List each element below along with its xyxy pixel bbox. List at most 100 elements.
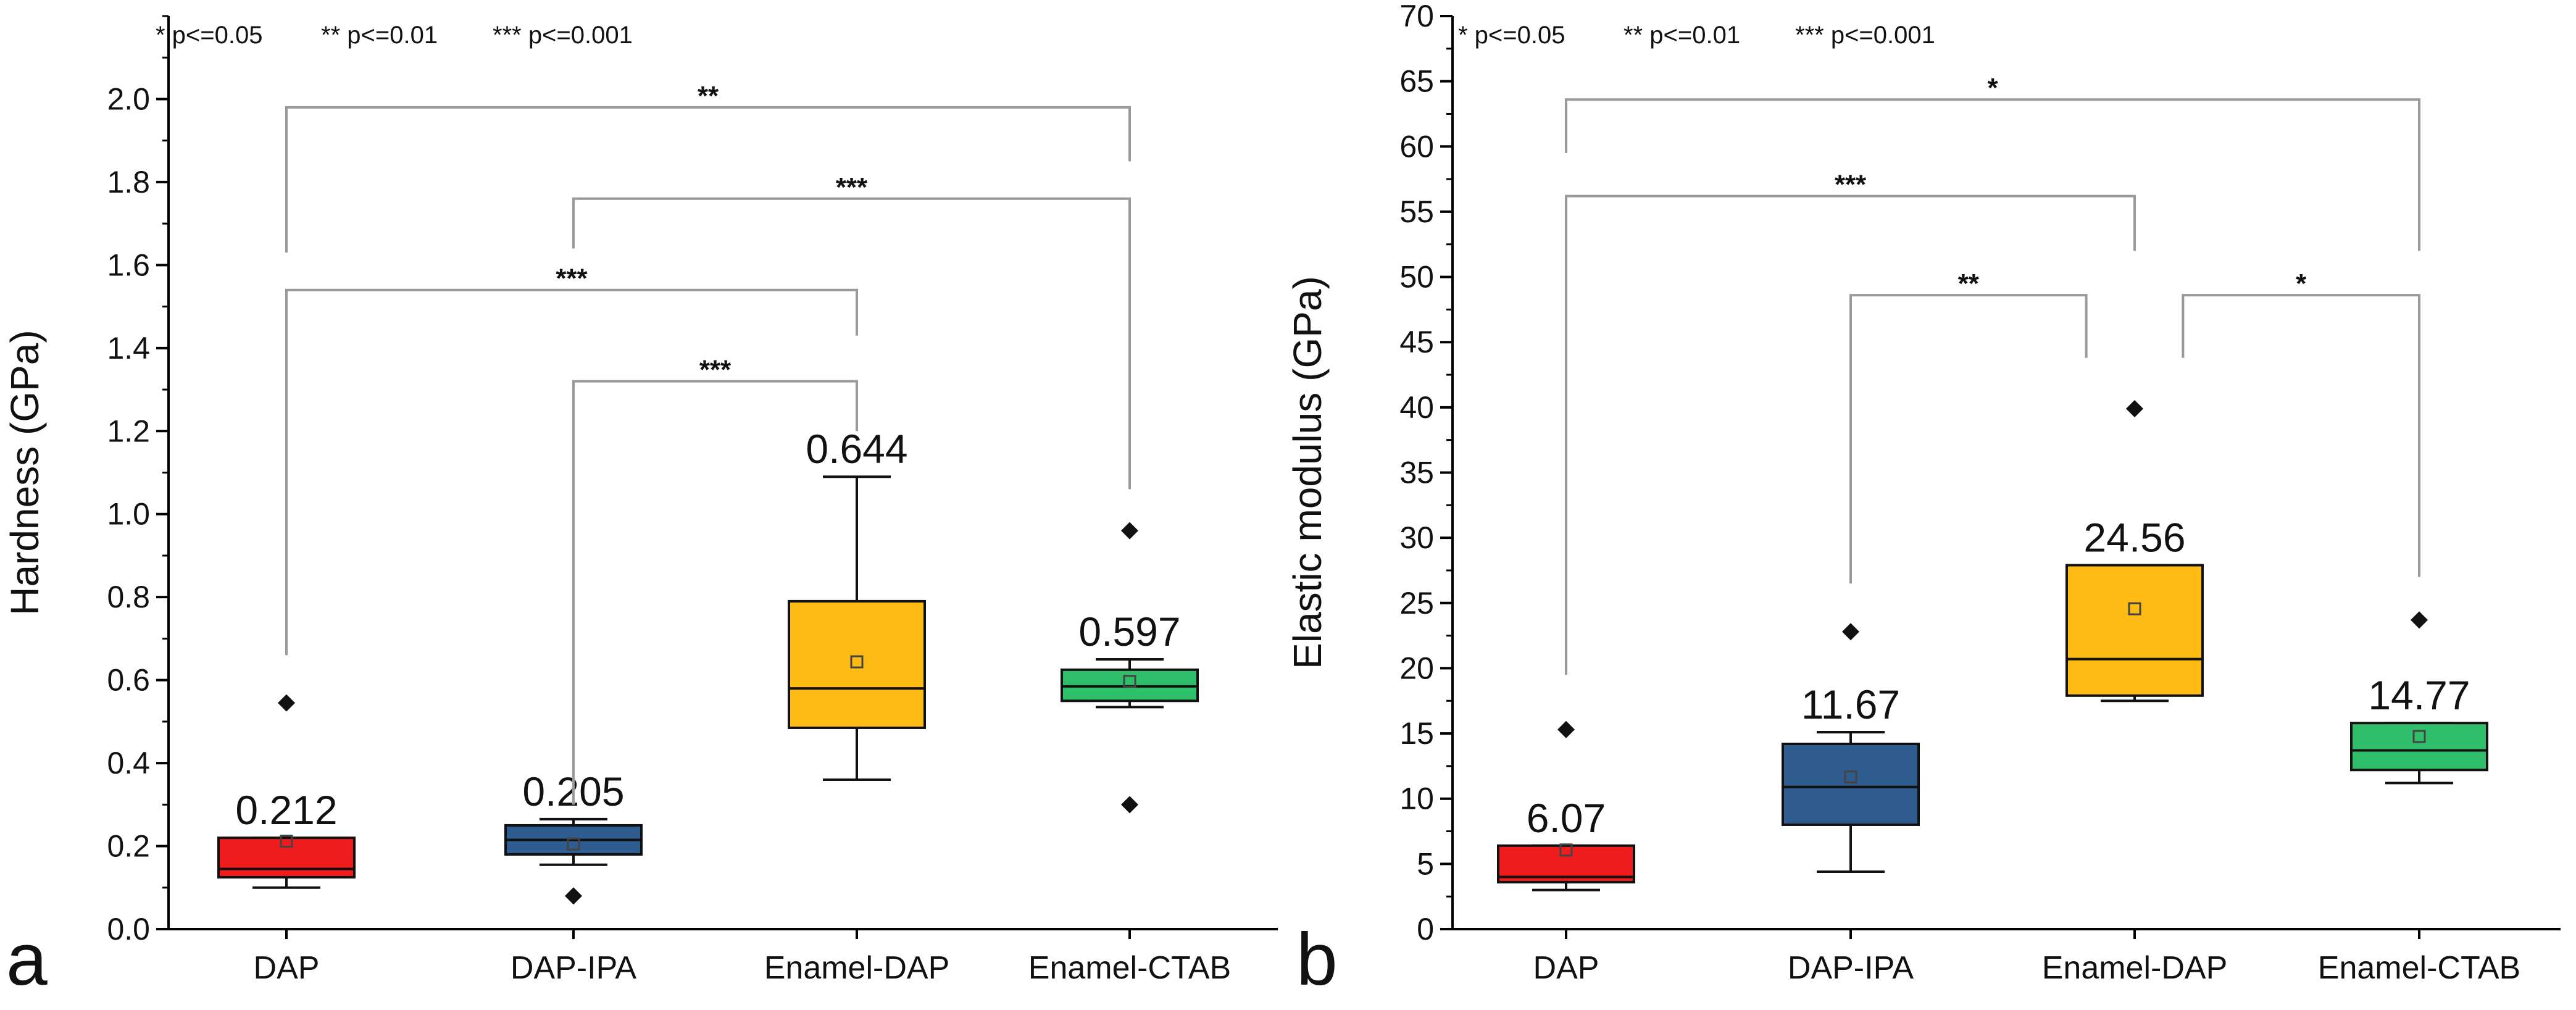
outlier-point: [1557, 720, 1575, 738]
x-category-label: DAP-IPA: [511, 950, 637, 986]
y-tick-label: 0.4: [107, 746, 150, 780]
mean-value-label: 11.67: [1801, 682, 1900, 727]
outlier-point: [2126, 399, 2143, 417]
panel-b-elastic-modulus-chart: 0 5 10 15 20 25 30 35 40 45 50 55 60 65 70 Elastic modu…: [1285, 0, 2561, 1001]
y-tick-label: 20: [1399, 651, 1434, 685]
x-category-label: Enamel-CTAB: [2318, 950, 2520, 986]
mean-marker: [1844, 770, 1857, 783]
mean-marker: [2412, 730, 2426, 743]
significance-stars: ***: [1835, 170, 1867, 200]
significance-legend-item: *** p<=0.001: [1795, 22, 1935, 49]
bracket-line: [2182, 294, 2420, 577]
y-tick-label: 0.0: [107, 912, 150, 946]
bracket-line: [572, 380, 858, 805]
outlier-point: [278, 694, 295, 712]
mean-marker: [567, 837, 580, 851]
y-tick-label: 0.2: [107, 829, 150, 864]
y-tick-label: 55: [1399, 194, 1434, 229]
significance-legend-item: * p<=0.05: [156, 22, 263, 49]
panel-letter: a: [6, 918, 48, 1001]
y-tick-label: 1.4: [107, 331, 150, 365]
significance-bracket: ***: [572, 172, 1131, 490]
box-group-enamel-dap: 0.644: [788, 426, 926, 781]
y-tick-label: 45: [1399, 325, 1434, 359]
bracket-line: [1849, 294, 2088, 584]
y-tick-label: 0.6: [107, 663, 150, 698]
mean-value-label: 0.212: [235, 787, 337, 833]
box-group-dap: 0.212: [217, 694, 356, 889]
x-category-label: Enamel-DAP: [764, 950, 950, 986]
significance-bracket: *: [1565, 73, 2420, 251]
x-category-label: Enamel-DAP: [2042, 950, 2228, 986]
significance-bracket: **: [1849, 269, 2088, 584]
panel-letter: b: [1296, 918, 1338, 1001]
significance-bracket: ***: [285, 264, 858, 656]
bracket-line: [1565, 194, 2136, 675]
box-group-enamel-ctab: 0.597: [1061, 522, 1199, 814]
y-tick-label: 0.8: [107, 580, 150, 614]
significance-legend-item: ** p<=0.01: [321, 22, 438, 49]
significance-legend-item: ** p<=0.01: [1624, 22, 1740, 49]
y-tick-label: 1.2: [107, 414, 150, 448]
bracket-line: [1565, 98, 2420, 251]
outlier-point: [1842, 623, 1859, 641]
y-tick-label: 15: [1399, 716, 1434, 751]
significance-bracket: ***: [1565, 170, 2136, 675]
outlier-point: [1121, 796, 1138, 814]
box-iqr: [217, 837, 356, 879]
significance-stars: ***: [556, 264, 588, 294]
outlier-point: [2411, 611, 2428, 629]
y-axis-title: Hardness (GPa): [2, 330, 47, 615]
box-group-dap: 6.07: [1497, 720, 1635, 891]
y-tick-label: 1.8: [107, 165, 150, 199]
significance-stars: *: [2296, 269, 2307, 299]
x-category-label: Enamel-CTAB: [1028, 950, 1231, 986]
mean-marker: [280, 834, 293, 848]
outlier-point: [1121, 522, 1138, 540]
mean-value-label: 0.597: [1078, 609, 1180, 654]
bracket-line: [572, 197, 1131, 490]
y-tick-label: 30: [1399, 520, 1434, 555]
y-tick-label: 70: [1399, 0, 1434, 33]
y-axis-title: Elastic modulus (GPa): [1285, 276, 1330, 669]
bracket-line: [285, 288, 858, 656]
box-iqr: [2065, 564, 2204, 697]
box-group-dap-ipa: 11.67: [1782, 623, 1920, 874]
box-iqr: [788, 599, 926, 729]
mean-value-label: 6.07: [1527, 795, 1606, 841]
y-tick-label: 2.0: [107, 81, 150, 116]
y-tick-label: 65: [1399, 64, 1434, 99]
significance-bracket: ***: [572, 355, 858, 805]
y-tick-label: 10: [1399, 782, 1434, 816]
x-category-label: DAP-IPA: [1788, 950, 1914, 986]
box-group-enamel-dap: 24.56: [2065, 399, 2204, 703]
mean-marker: [1123, 675, 1136, 688]
mean-value-label: 0.644: [806, 426, 907, 472]
box-group-enamel-ctab: 14.77: [2350, 611, 2488, 785]
box-iqr: [1782, 742, 1920, 826]
bracket-line: [285, 106, 1131, 253]
y-tick-label: 5: [1417, 846, 1434, 881]
significance-bracket: *: [2182, 269, 2420, 577]
significance-stars: *: [1987, 73, 1998, 103]
mean-marker: [1559, 843, 1573, 857]
mean-value-label: 24.56: [2083, 515, 2185, 561]
significance-stars: **: [698, 81, 719, 111]
mean-value-label: 14.77: [2368, 672, 2470, 718]
y-tick-label: 1.6: [107, 248, 150, 282]
significance-bracket: **: [285, 81, 1131, 253]
y-tick-label: 40: [1399, 390, 1434, 425]
outlier-point: [565, 887, 582, 905]
significance-stars: ***: [836, 172, 868, 202]
significance-stars: **: [1958, 269, 1980, 299]
y-tick-label: 35: [1399, 456, 1434, 490]
y-tick-label: 0: [1417, 912, 1434, 946]
mean-marker: [850, 655, 864, 669]
panel-a-hardness-chart: 0.0 0.2 0.4 0.6 0.8 1.0 1.2 1.4 1.6 1.8 2.0 Hardnes…: [2, 15, 1278, 1001]
x-category-label: DAP: [1533, 950, 1599, 986]
y-tick-label: 25: [1399, 586, 1434, 620]
y-tick-label: 60: [1399, 129, 1434, 164]
x-category-label: DAP: [254, 950, 320, 986]
